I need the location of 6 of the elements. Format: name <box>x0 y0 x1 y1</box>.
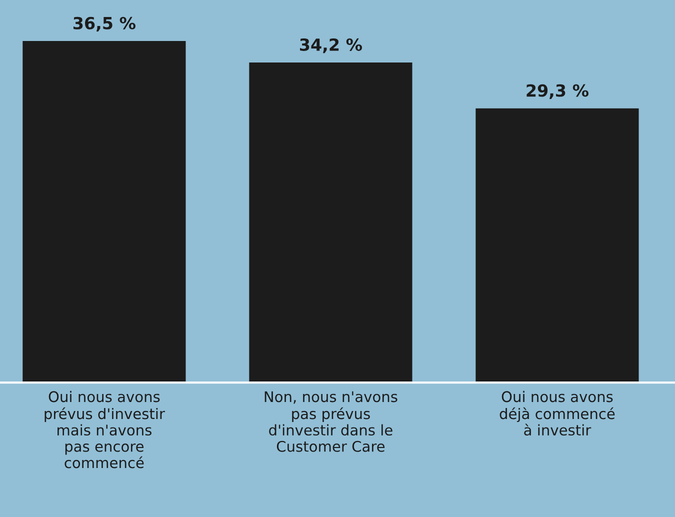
data-label: 34,2 % <box>300 38 362 54</box>
data-label: 36,5 % <box>74 16 136 32</box>
x-tick-label: Oui nous avons prévus d'investir mais n'avons pas encore commencé <box>44 390 165 468</box>
x-tick-label: Oui nous avons déjà commencé à investir <box>500 390 615 436</box>
data-label: 29,3 % <box>526 84 588 99</box>
x-tick-label: Non, nous n'avons pas prévus d'investir dans le Customer Care <box>264 391 398 452</box>
